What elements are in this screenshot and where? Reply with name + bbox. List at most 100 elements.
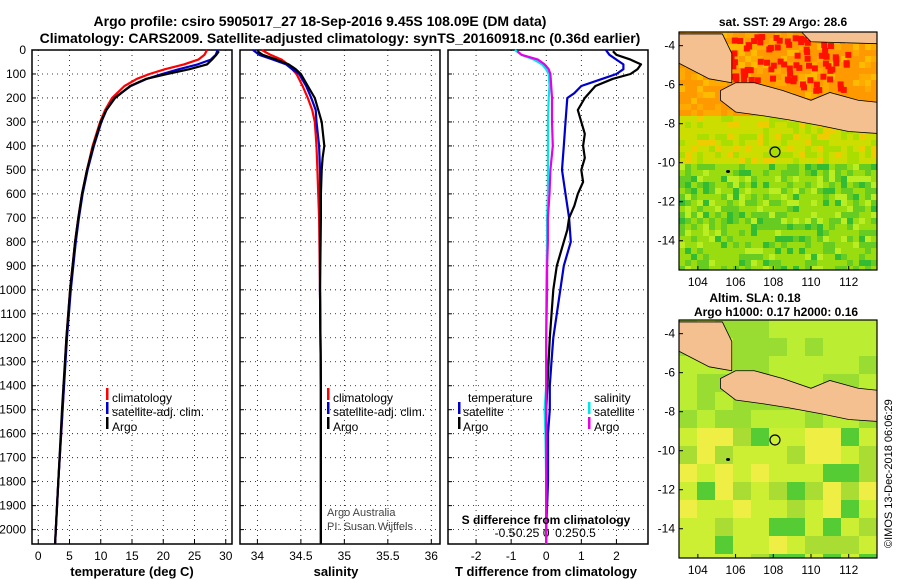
map-cell [685,218,691,224]
salinity-panel: 34 34.5 35 35.5 36 salinity climatology sate… [239,49,441,579]
map-cell [691,80,697,86]
x-tick-label: 2 [613,549,620,563]
map-cell [703,86,709,92]
map-cell [859,92,865,98]
map-cell [781,242,787,248]
map-cell [757,134,763,140]
map-cell [829,128,835,134]
map-cell [787,170,793,176]
map-cell [691,92,697,98]
series-line-t-satellite [545,49,625,544]
map-cell [817,248,823,254]
map-cell [715,266,721,270]
map-cell [751,224,757,230]
map-cell [679,554,697,558]
map-cell [715,230,721,236]
map-cell [727,224,733,230]
map-hot-cell [741,76,748,83]
map-cell [835,182,841,188]
map-hot-cell [837,85,844,92]
map-cell [679,164,685,170]
map-cell [823,158,829,164]
map-cell [823,146,829,152]
map-cell [841,146,847,152]
map-cell [703,182,709,188]
map-cell [853,140,859,146]
map-cell [835,50,841,56]
map-cell [841,92,847,98]
map-cell [745,212,751,218]
map-cell [733,32,739,38]
map-hot-cell [754,77,761,84]
map-cell [685,260,691,266]
map-cell [859,68,865,74]
map-cell [811,146,817,152]
map-cell [787,206,793,212]
map-cell [763,170,769,176]
map-cell [703,170,709,176]
map-cell [703,140,709,146]
map-cell [817,260,823,266]
map-cell [769,212,775,218]
map-cell [715,98,721,104]
map-cell [811,248,817,254]
map-cell [769,176,775,182]
map-cell [709,188,715,194]
map-cell [739,62,745,68]
map-cell [859,230,865,236]
map-cell [805,86,811,92]
map-cell [679,140,685,146]
map-cell [751,428,769,446]
map-cell [685,236,691,242]
map-cell [709,242,715,248]
map-cell [805,128,811,134]
map-cell [679,428,697,446]
map-cell [709,254,715,260]
map-cell [829,182,835,188]
sla-map: 104 106 108 110 112 -4 -6 -8 -10 -12 -14 [658,319,878,577]
map-cell [811,200,817,206]
map-cell [697,116,703,122]
map-cell [763,176,769,182]
map-hot-cell [777,58,784,65]
map-cell [733,158,739,164]
map-cell [763,266,769,270]
map-cell [787,218,793,224]
map-cell [859,188,865,194]
map-cell [817,266,823,270]
map-cell [787,554,805,558]
map-cell [757,242,763,248]
map-cell [697,536,715,554]
map-cell [799,260,805,266]
map-y-tick-label: -10 [658,156,676,170]
map-cell [715,92,721,98]
map-cell [709,176,715,182]
legend-swatch [327,388,330,400]
map-cell [817,92,823,98]
map-cell [817,158,823,164]
map-cell [811,188,817,194]
map-cell [703,80,709,86]
map-hot-cell [784,38,791,45]
map-cell [775,68,781,74]
map-cell [787,200,793,206]
map-cell [859,170,865,176]
map-cell [769,320,787,338]
map-cell [799,182,805,188]
map-cell [721,188,727,194]
map-cell [721,152,727,158]
map-cell [745,188,751,194]
map-cell [697,212,703,218]
map-cell [811,74,817,80]
map-cell [859,194,865,200]
map-cell [751,152,757,158]
map-cell [775,122,781,128]
map-cell [703,218,709,224]
map-cell [727,266,733,270]
map-cell [871,188,877,194]
map-hot-cell [745,66,752,73]
map-cell [817,176,823,182]
map-cell [697,158,703,164]
map-cell [721,230,727,236]
